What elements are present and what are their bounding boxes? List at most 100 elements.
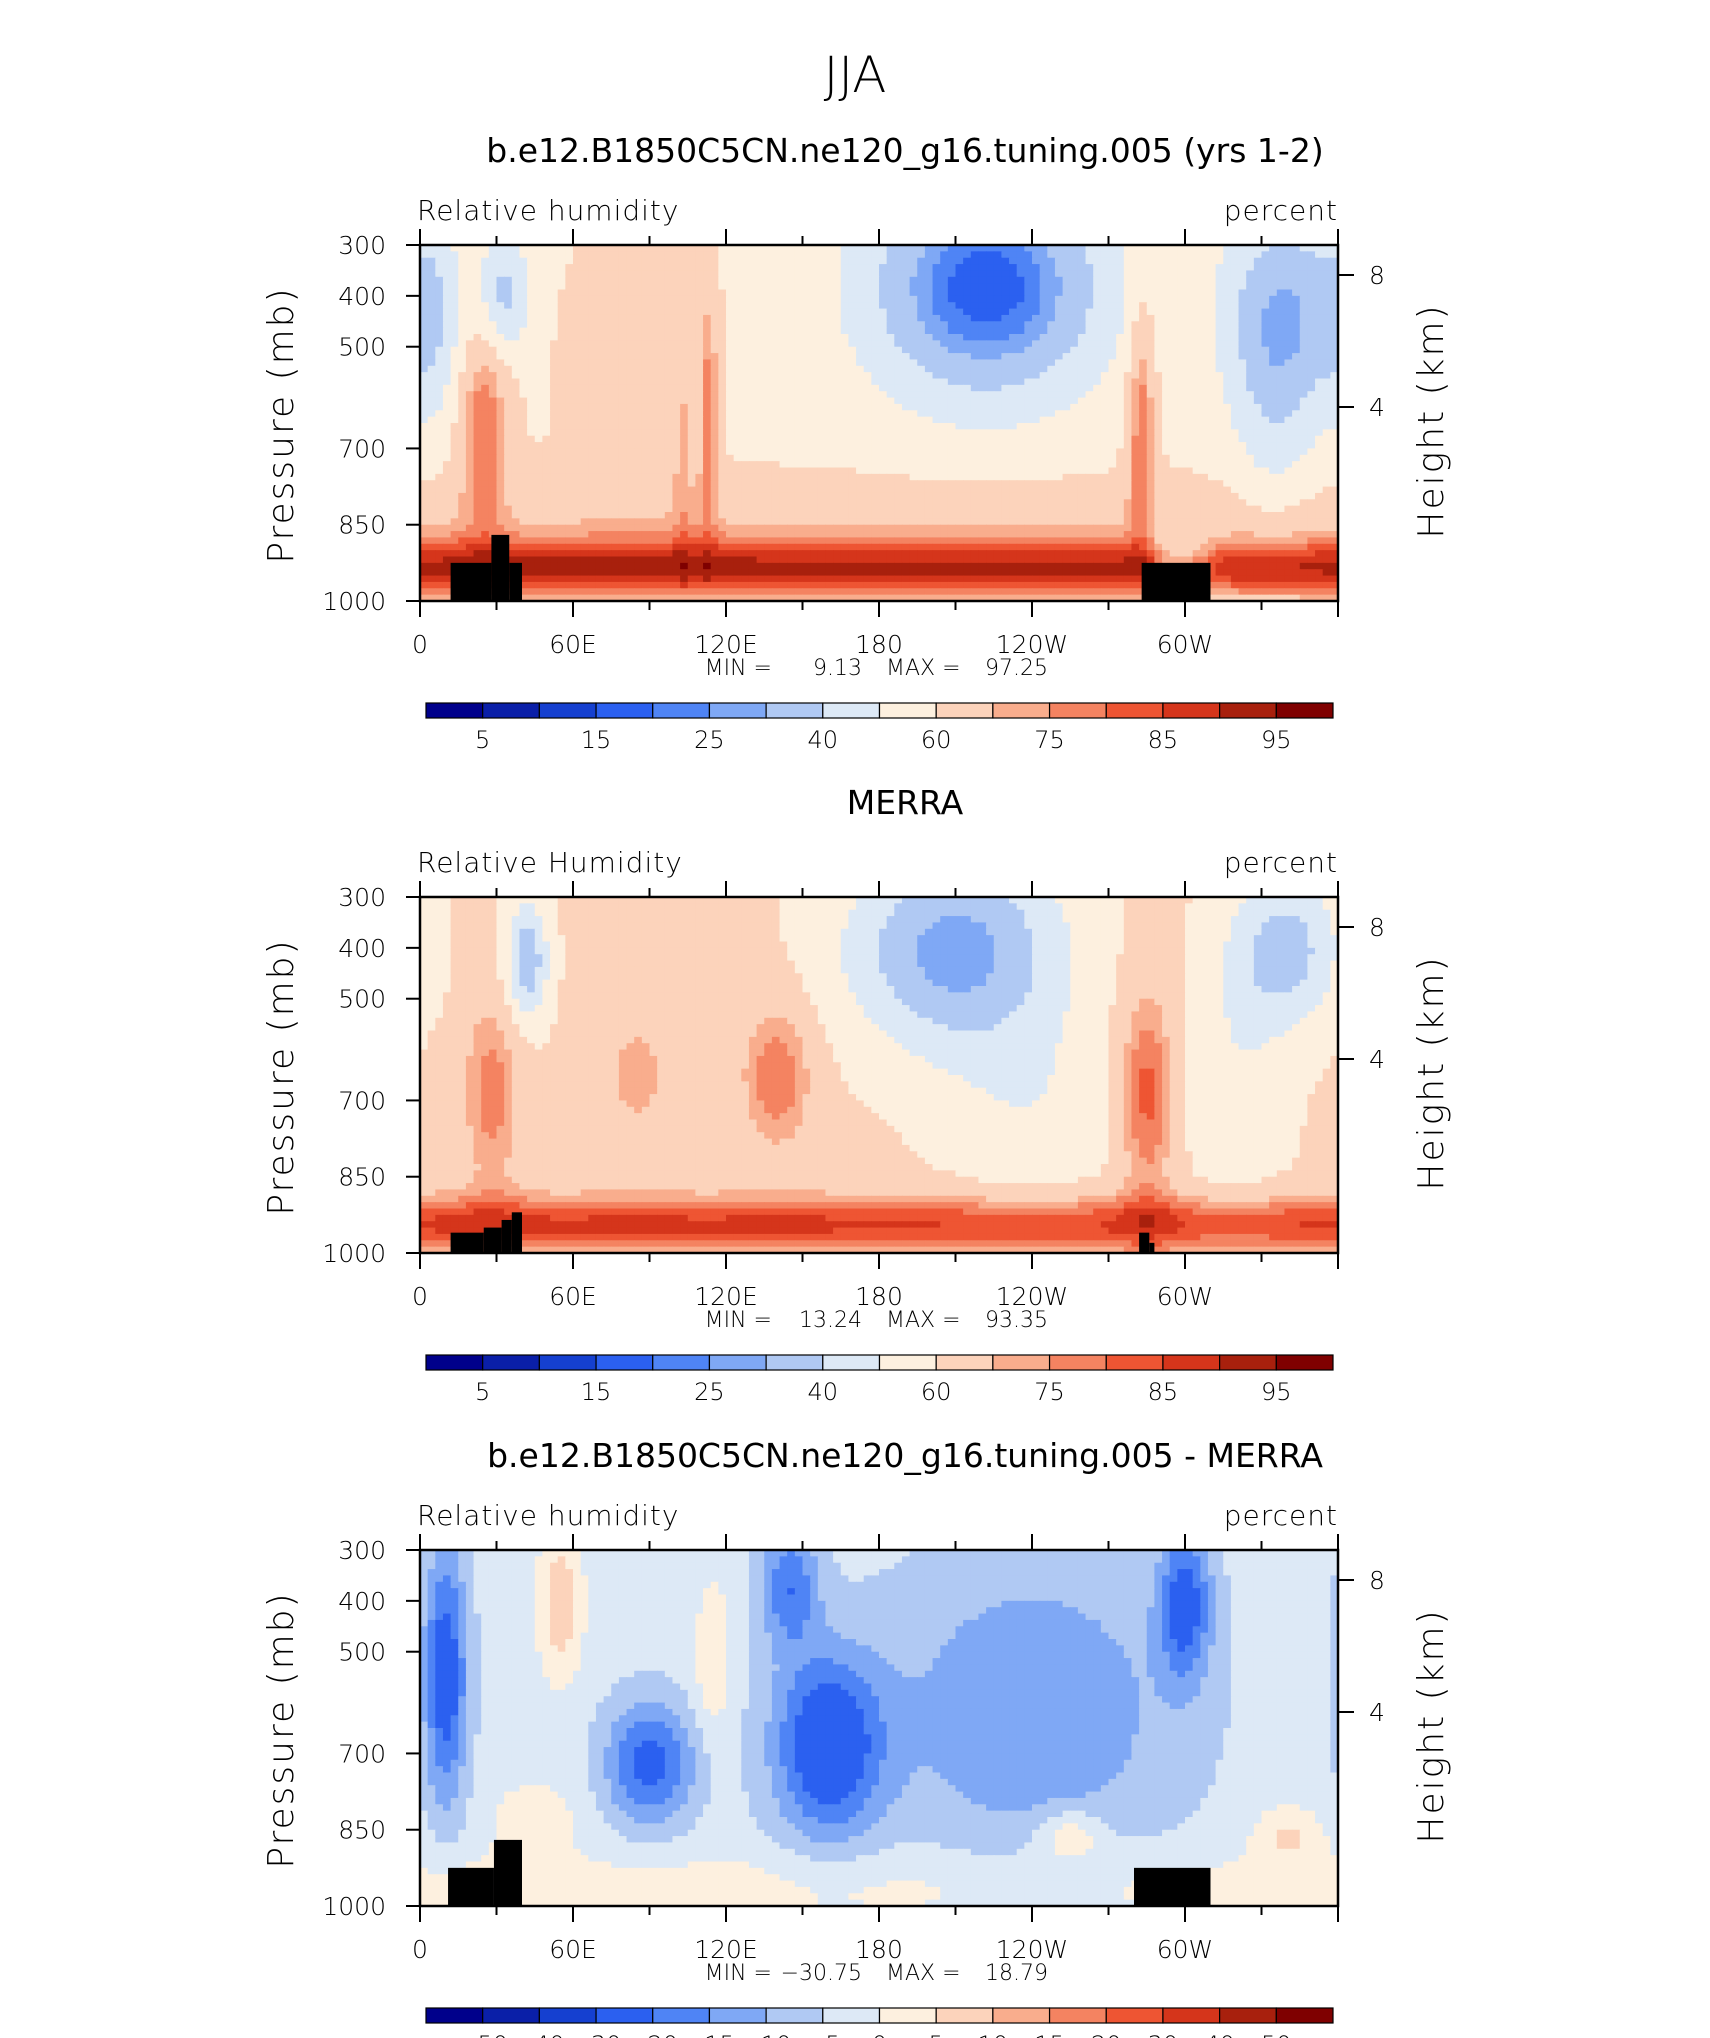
field-cell <box>764 378 773 386</box>
field-cell <box>542 448 551 456</box>
field-cell <box>641 289 651 297</box>
field-cell <box>580 391 589 399</box>
field-cell <box>1315 448 1324 456</box>
field-cell <box>504 505 513 513</box>
field-cell <box>986 264 995 272</box>
field-cell <box>1146 295 1155 303</box>
field-cell <box>1062 340 1071 348</box>
field-cell <box>580 372 589 380</box>
field-cell <box>970 346 980 354</box>
field-cell <box>1215 321 1224 329</box>
field-cell <box>680 391 689 399</box>
field-cell <box>519 416 528 424</box>
field-cell <box>718 454 727 462</box>
field-cell <box>986 473 995 481</box>
field-cell <box>1108 454 1117 462</box>
field-cell <box>634 346 643 354</box>
field-cell <box>1139 435 1148 443</box>
field-cell <box>825 359 834 367</box>
field-cell <box>465 492 475 500</box>
field-cell <box>687 378 696 386</box>
field-cell <box>488 346 498 354</box>
field-cell <box>909 378 918 386</box>
field-cell <box>940 283 949 291</box>
field-cell <box>771 359 781 367</box>
field-cell <box>1238 340 1247 348</box>
field-cell <box>687 302 696 310</box>
field-cell <box>695 454 704 462</box>
field-cell <box>1077 378 1087 386</box>
field-cell <box>924 435 934 443</box>
field-cell <box>618 251 628 259</box>
field-cell <box>955 251 964 259</box>
field-cell <box>1238 499 1247 507</box>
field-cell <box>504 359 513 367</box>
field-cell <box>550 346 559 354</box>
field-cell <box>611 340 620 348</box>
field-cell <box>863 505 872 513</box>
field-cell <box>764 486 773 494</box>
field-cell <box>947 454 957 462</box>
field-cell <box>794 353 804 361</box>
field-cell <box>634 321 643 329</box>
field-cell <box>856 492 865 500</box>
field-cell <box>641 391 651 399</box>
field-cell <box>1131 327 1140 335</box>
field-cell <box>657 461 666 469</box>
field-cell <box>787 340 796 348</box>
field-cell <box>771 480 781 488</box>
field-cell <box>657 321 666 329</box>
field-cell <box>557 486 566 494</box>
field-cell <box>603 245 612 252</box>
field-cell <box>840 473 849 481</box>
field-cell <box>634 492 643 500</box>
field-cell <box>1024 435 1033 443</box>
field-cell <box>427 454 436 462</box>
field-cell <box>848 416 857 424</box>
field-cell <box>986 429 995 437</box>
field-cell <box>1207 480 1217 488</box>
field-cell <box>978 403 987 411</box>
field-cell <box>726 251 735 259</box>
field-cell <box>1039 473 1048 481</box>
field-cell <box>833 442 842 450</box>
field-cell <box>1039 397 1048 405</box>
field-cell <box>848 397 857 405</box>
field-cell <box>1276 359 1286 367</box>
field-cell <box>481 302 490 310</box>
field-cell <box>756 251 765 259</box>
field-cell <box>519 365 528 373</box>
field-cell <box>511 264 521 272</box>
field-cell <box>1330 327 1339 335</box>
field-cell <box>588 264 597 272</box>
field-cell <box>680 359 689 367</box>
field-cell <box>703 435 712 443</box>
field-cell <box>771 378 781 386</box>
field-cell <box>886 410 895 418</box>
field-cell <box>1123 486 1133 494</box>
field-cell <box>664 302 674 310</box>
field-cell <box>611 416 620 424</box>
field-cell <box>886 435 895 443</box>
field-cell <box>527 302 536 310</box>
field-cell <box>496 245 505 252</box>
field-cell <box>1230 372 1240 380</box>
field-cell <box>427 359 436 367</box>
field-cell <box>1238 442 1247 450</box>
field-cell <box>871 276 880 284</box>
field-cell <box>1039 302 1048 310</box>
field-cell <box>825 334 834 341</box>
field-cell <box>863 403 872 411</box>
field-cell <box>1169 461 1178 469</box>
field-cell <box>664 499 674 507</box>
field-cell <box>557 391 566 399</box>
field-cell <box>488 499 498 507</box>
field-cell <box>748 397 758 405</box>
field-cell <box>833 276 842 284</box>
field-cell <box>435 334 444 341</box>
field-cell <box>924 321 934 329</box>
field-cell <box>963 334 972 341</box>
field-cell <box>901 454 911 462</box>
field-cell <box>986 442 995 450</box>
field-cell <box>986 289 995 297</box>
